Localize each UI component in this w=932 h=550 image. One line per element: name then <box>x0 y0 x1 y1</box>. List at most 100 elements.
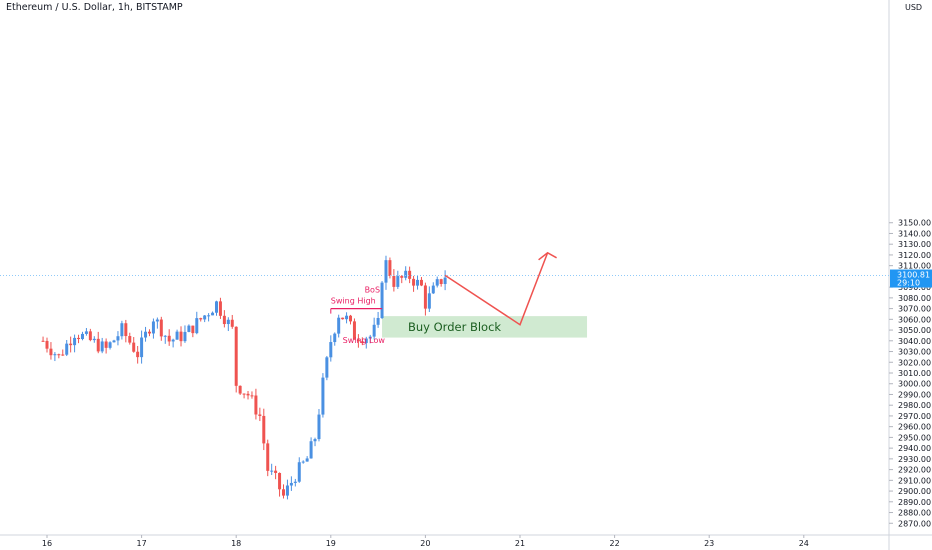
candle-body <box>167 335 171 342</box>
candle-body <box>282 489 285 496</box>
candle-body <box>364 338 368 344</box>
order-block-zone[interactable] <box>382 316 588 338</box>
candle-body <box>400 276 404 278</box>
candle-body <box>329 342 333 358</box>
candle-body <box>195 318 199 334</box>
candle-body <box>274 470 278 473</box>
swing-low-label: Swing Low <box>343 336 386 345</box>
time-axis-label: 21 <box>515 539 525 548</box>
candle-body <box>321 377 325 415</box>
candle-body <box>155 319 159 322</box>
candle-body <box>77 337 81 340</box>
candle-body <box>317 414 321 440</box>
candle-body <box>116 336 120 341</box>
candle-body <box>199 318 203 320</box>
price-axis-label: 2960.00 <box>898 423 931 432</box>
candle-body <box>108 342 112 348</box>
candle-body <box>191 325 195 334</box>
candle-body <box>171 339 175 342</box>
candle-body <box>443 277 447 285</box>
price-axis-currency[interactable]: USD <box>905 3 922 12</box>
candle-body <box>270 470 274 472</box>
candle-body <box>45 340 49 349</box>
candle-body <box>266 443 270 471</box>
price-axis-label: 2890.00 <box>898 498 931 507</box>
candle-body <box>163 335 167 337</box>
candle-body <box>92 338 96 341</box>
candle-body <box>435 279 439 286</box>
candle-body <box>214 301 218 313</box>
candle-body <box>431 285 435 294</box>
price-axis-label: 3000.00 <box>898 380 931 389</box>
candle-body <box>416 279 420 286</box>
candle-body <box>246 393 250 396</box>
candle-body <box>289 482 293 486</box>
price-axis-label: 3050.00 <box>898 326 931 335</box>
candle-body <box>293 481 297 483</box>
current-price-value: 3100.81 <box>897 271 930 280</box>
order-block-label: Buy Order Block <box>408 320 501 334</box>
price-axis-label: 2870.00 <box>898 519 931 528</box>
price-axis-label: 2950.00 <box>898 433 931 442</box>
candle-body <box>112 340 116 343</box>
price-axis-label: 2910.00 <box>898 476 931 485</box>
time-axis-label: 20 <box>420 539 430 548</box>
time-axis-label: 17 <box>137 539 147 548</box>
candle-body <box>297 462 301 482</box>
time-axis-label: 18 <box>231 539 241 548</box>
candle-body <box>337 317 341 334</box>
price-axis-label: 3030.00 <box>898 348 931 357</box>
price-axis-label: 3140.00 <box>898 229 931 238</box>
candle-body <box>124 323 128 337</box>
price-axis-label: 2970.00 <box>898 412 931 421</box>
candle-body <box>61 354 65 356</box>
projection-arrowhead <box>538 251 557 261</box>
candle-body <box>84 331 88 334</box>
price-axis-label: 3020.00 <box>898 358 931 367</box>
candle-body <box>313 439 317 442</box>
candle-body <box>238 385 242 394</box>
time-axis-label: 16 <box>42 539 52 548</box>
candle-body <box>352 321 356 340</box>
price-axis-label: 3040.00 <box>898 337 931 346</box>
candle-body <box>120 323 124 337</box>
candle-body <box>49 348 53 356</box>
price-axis-label: 3070.00 <box>898 305 931 314</box>
price-axis-label: 2930.00 <box>898 455 931 464</box>
candle-body <box>262 415 266 444</box>
candle-body <box>254 395 258 415</box>
candle-body <box>439 279 443 285</box>
candle-body <box>73 337 77 346</box>
candle-body <box>423 285 427 309</box>
candle-body <box>242 393 246 395</box>
candle-body <box>419 279 423 286</box>
candle-body <box>207 315 211 317</box>
candle-body <box>345 315 349 320</box>
candle-body <box>384 260 388 283</box>
candle-body <box>234 326 238 386</box>
candle-body <box>53 354 57 356</box>
candle-body <box>144 331 148 338</box>
price-axis-label: 2980.00 <box>898 401 931 410</box>
candle-body <box>349 315 353 322</box>
candle-body <box>278 472 282 490</box>
price-axis-label: 3120.00 <box>898 251 931 260</box>
candle-body <box>380 282 384 318</box>
current-price-badge <box>890 269 932 288</box>
candle-body <box>140 337 144 358</box>
price-axis-label: 3090.00 <box>898 283 931 292</box>
price-axis-label: 3130.00 <box>898 240 931 249</box>
candle-body <box>376 317 380 325</box>
candle-body <box>151 321 155 334</box>
candle-body <box>333 333 337 343</box>
price-axis-label: 3060.00 <box>898 315 931 324</box>
candle-body <box>404 270 408 278</box>
candle-body <box>132 342 136 352</box>
candle-body <box>356 339 360 342</box>
candle-body <box>388 260 392 277</box>
candle-body <box>69 343 73 346</box>
projection-arrow[interactable] <box>444 252 549 326</box>
price-axis-label: 2880.00 <box>898 509 931 518</box>
price-axis-label: 2940.00 <box>898 444 931 453</box>
